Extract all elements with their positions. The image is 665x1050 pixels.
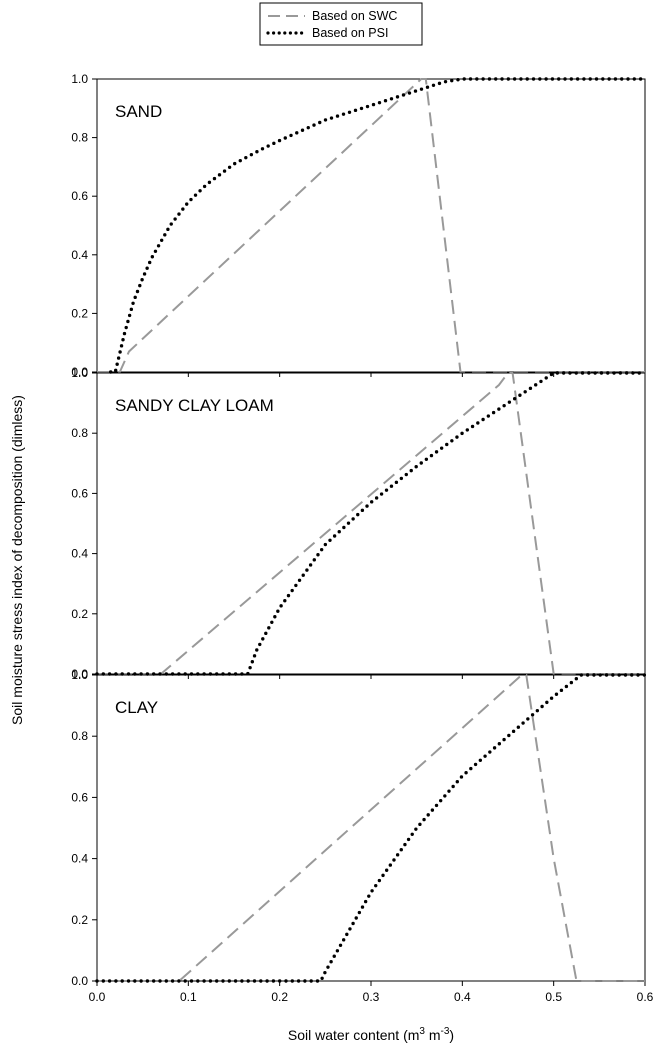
y-tick-label: 0.2: [71, 306, 88, 320]
plot-frame: [96, 78, 646, 373]
x-axis-label-sup2: -3: [441, 1026, 450, 1037]
series-psi-line: [95, 673, 647, 983]
x-tick-label: 0.1: [180, 990, 197, 1004]
y-tick-label: 0.6: [71, 790, 88, 804]
x-axis-label: Soil water content (m3 m-3): [288, 1026, 454, 1043]
x-axis-label-main: Soil water content (m: [288, 1027, 420, 1043]
x-axis-label-end: ): [449, 1027, 454, 1043]
legend-swc-label: Based on SWC: [312, 9, 397, 23]
panels: 0.0 0.2 0.4 0.6 0.8 1.0 SAND 0.0 0.2 0.4 0.6 0.8 1.0…: [71, 72, 653, 1004]
legend: Based on SWC Based on PSI: [259, 2, 423, 46]
y-tick-label: 0.4: [71, 852, 88, 866]
y-tick-label: 0.6: [71, 189, 88, 203]
y-tick-label: 0.8: [71, 729, 88, 743]
y-tick-label: 0.0: [71, 365, 88, 379]
panel-label: CLAY: [115, 698, 158, 717]
series-psi-line: [109, 77, 647, 374]
panel-label: SAND: [115, 102, 162, 121]
panel-clay: 0.00.20.40.60.81.00.0 0.1 0.2 0.3 0.4 0.5 0.6C…: [71, 668, 653, 1004]
y-tick-label: 0.4: [71, 248, 88, 262]
y-tick-label: 1.0: [71, 668, 88, 682]
y-tick-label: 0.8: [71, 131, 88, 145]
x-tick-label: 0.6: [637, 990, 654, 1004]
legend-box: [259, 2, 423, 46]
panel-label: SANDY CLAY LOAM: [115, 396, 274, 415]
plot-frame: [96, 372, 646, 675]
y-axis-label: Soil moisture stress index of decomposit…: [9, 395, 25, 725]
series-swc-line: [97, 674, 645, 982]
y-tick-label: 1.0: [71, 366, 88, 380]
y-tick-label: 0.0: [71, 974, 88, 988]
plot-frame: [96, 674, 646, 982]
y-tick-label: 0.2: [71, 913, 88, 927]
y-tick-label: 1.0: [71, 72, 88, 86]
x-axis-label-sup1: 3: [419, 1026, 425, 1037]
series-swc-line: [97, 78, 645, 373]
series-swc-line: [97, 372, 645, 675]
x-tick-label: 0.4: [454, 990, 471, 1004]
legend-psi-label: Based on PSI: [312, 26, 388, 40]
x-tick-label: 0.3: [363, 990, 380, 1004]
x-tick-label: 0.5: [545, 990, 562, 1004]
x-tick-label: 0.2: [271, 990, 288, 1004]
y-tick-label: 0.6: [71, 486, 88, 500]
series-psi-line: [95, 371, 647, 676]
x-tick-label: 0.0: [89, 990, 106, 1004]
y-tick-label: 0.2: [71, 607, 88, 621]
y-tick-label: 0.8: [71, 426, 88, 440]
x-axis-label-mid: m: [425, 1027, 441, 1043]
panel-sand: 0.0 0.2 0.4 0.6 0.8 1.0 SAND: [71, 72, 647, 379]
panel-sandy-clay-loam: 0.0 0.2 0.4 0.6 0.8 1.0 SANDY CLAY LOAM: [71, 366, 647, 681]
y-tick-label: 0.0: [71, 667, 88, 681]
y-tick-label: 0.4: [71, 547, 88, 561]
